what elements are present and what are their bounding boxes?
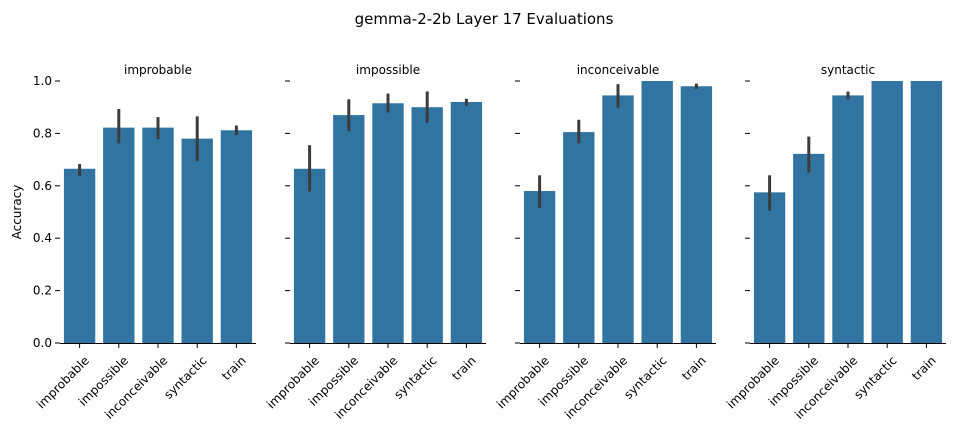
- y-tick-label: 0.0: [33, 336, 52, 350]
- bar-inconceivable: [142, 127, 174, 343]
- bar-inconceivable: [832, 95, 864, 343]
- panels-group: improbableimprobableimpossibleinconceiva…: [33, 63, 946, 422]
- bar-inconceivable: [372, 103, 404, 344]
- y-axis-label: Accuracy: [10, 185, 24, 240]
- bar-syntactic: [411, 107, 443, 343]
- bar-train: [680, 86, 713, 344]
- x-tick-label: train: [219, 353, 249, 383]
- bar-improbable: [293, 168, 326, 343]
- panel-impossible: impossibleimprobableimpossibleinconceiva…: [264, 63, 486, 422]
- bar-syntactic: [181, 138, 213, 343]
- bar-train: [450, 101, 483, 344]
- y-tick-label: 0.8: [33, 126, 52, 140]
- y-tick-label: 0.6: [33, 179, 52, 193]
- x-tick-label: syntactic: [621, 353, 669, 401]
- x-tick-label: train: [909, 353, 939, 383]
- panel-title: improbable: [124, 63, 192, 77]
- bar-train: [910, 81, 943, 343]
- bar-impossible: [793, 153, 825, 343]
- panel-improbable: improbableimprobableimpossibleinconceiva…: [33, 63, 256, 422]
- bar-train: [220, 130, 253, 343]
- x-tick-label: syntactic: [391, 353, 439, 401]
- figure-title: gemma-2-2b Layer 17 Evaluations: [355, 10, 614, 28]
- x-tick-label: train: [449, 353, 479, 383]
- bar-syntactic: [871, 81, 903, 343]
- bar-impossible: [563, 132, 595, 343]
- bar-syntactic: [641, 81, 673, 343]
- y-tick-label: 0.2: [33, 284, 52, 298]
- x-tick-label: syntactic: [851, 353, 899, 401]
- panel-syntactic: syntacticimprobableimpossibleinconceivab…: [724, 63, 946, 422]
- panel-title: inconceivable: [577, 63, 660, 77]
- y-tick-label: 1.0: [33, 74, 52, 88]
- panel-inconceivable: inconceivableimprobableimpossibleinconce…: [494, 63, 716, 422]
- bar-inconceivable: [602, 95, 634, 343]
- bar-impossible: [103, 127, 135, 343]
- panel-title: impossible: [356, 63, 420, 77]
- x-tick-label: syntactic: [161, 353, 209, 401]
- y-tick-label: 0.4: [33, 231, 52, 245]
- bar-improbable: [523, 191, 556, 343]
- bar-improbable: [63, 168, 96, 343]
- panel-title: syntactic: [821, 63, 875, 77]
- bar-improbable: [753, 192, 786, 343]
- x-tick-label: train: [679, 353, 709, 383]
- bar-impossible: [333, 115, 365, 343]
